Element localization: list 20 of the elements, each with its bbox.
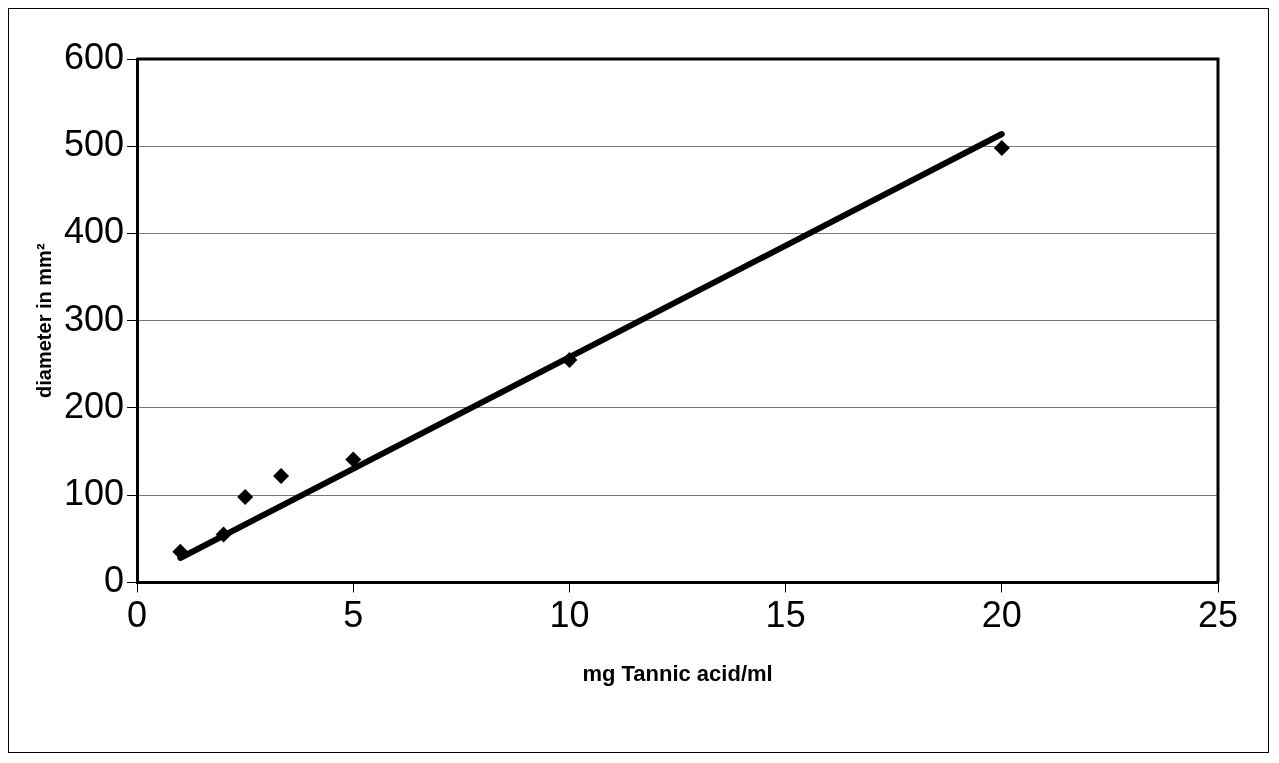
point — [273, 467, 290, 484]
point — [237, 488, 254, 505]
y-tick-label: 100 — [63, 472, 125, 514]
y-tick-label: 0 — [104, 559, 125, 601]
point — [172, 543, 189, 560]
y-tick-label: 200 — [63, 384, 125, 426]
y-axis-title: diameter in mm² — [32, 243, 55, 398]
y-tick-label: 400 — [63, 210, 125, 252]
x-tick-label: 5 — [343, 593, 364, 635]
x-tick-label: 25 — [1197, 593, 1239, 635]
y-tick-label: 600 — [63, 35, 125, 77]
point — [993, 139, 1010, 156]
y-tick-label: 500 — [63, 123, 125, 165]
y-tick-label: 300 — [63, 297, 125, 339]
x-tick-label: 20 — [981, 593, 1022, 635]
point — [215, 526, 232, 543]
x-axis-title: mg Tannic acid/ml — [582, 660, 773, 686]
x-tick-label: 10 — [549, 593, 590, 635]
x-tick-label: 15 — [765, 593, 806, 635]
point — [345, 451, 362, 468]
